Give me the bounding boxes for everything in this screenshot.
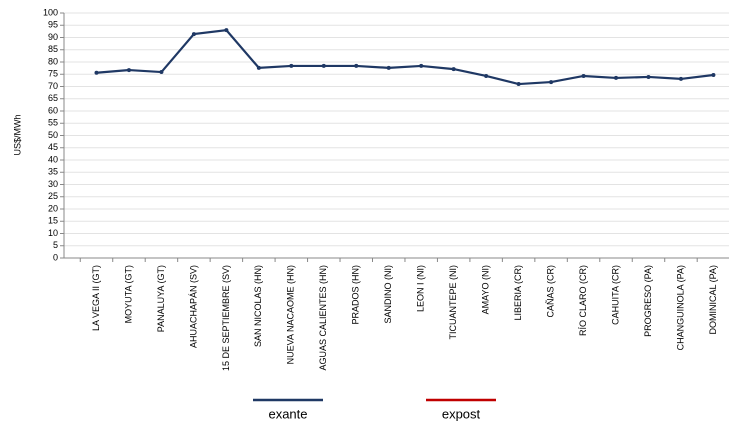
point <box>159 70 164 75</box>
point <box>614 75 619 80</box>
y-tick-label: 60 <box>48 105 58 115</box>
x-tick-label: AGUAS CALIENTES (HN) <box>318 265 328 371</box>
point <box>386 65 391 70</box>
y-tick-label: 75 <box>48 69 58 79</box>
x-tick-label: LIBERIA (CR) <box>513 265 523 321</box>
x-tick-label: RÍO CLARO (CR) <box>578 265 588 336</box>
point <box>516 82 521 87</box>
x-tick-label: PROGRESO (PA) <box>643 265 653 337</box>
y-tick-label: 20 <box>48 203 58 213</box>
x-tick-label: CHANGUINOLA (PA) <box>675 265 685 350</box>
point <box>94 70 99 75</box>
y-tick-label: 5 <box>53 240 58 250</box>
x-tick-label: CAÑAS (CR) <box>545 265 555 318</box>
point <box>191 32 196 37</box>
x-tick-label: LEON I (NI) <box>416 265 426 312</box>
y-tick-label: 30 <box>48 179 58 189</box>
x-tick-label: PANALUYA (GT) <box>156 265 166 332</box>
y-tick-label: 70 <box>48 81 58 91</box>
x-tick-label: AMAYO (NI) <box>481 265 491 314</box>
point <box>581 73 586 78</box>
x-tick-label: LA VEGA II (GT) <box>91 265 101 331</box>
x-tick-label: NUEVA NACAOME (HN) <box>286 265 296 364</box>
x-tick-label: MOYUTA (GT) <box>123 265 133 323</box>
legend-label: expost <box>442 406 481 421</box>
point <box>419 63 424 68</box>
x-tick-label: PRADOS (HN) <box>351 265 361 325</box>
y-tick-label: 95 <box>48 20 58 30</box>
point <box>354 63 359 68</box>
y-tick-label: 45 <box>48 142 58 152</box>
y-tick-label: 40 <box>48 154 58 164</box>
legend-label: exante <box>268 406 307 421</box>
y-tick-label: 25 <box>48 191 58 201</box>
y-tick-label: 85 <box>48 44 58 54</box>
y-tick-label: 10 <box>48 228 58 238</box>
y-tick-label: 80 <box>48 56 58 66</box>
point <box>678 76 683 81</box>
x-tick-label: SAN NICOLAS (HN) <box>253 265 263 347</box>
y-tick-label: 65 <box>48 93 58 103</box>
point <box>646 74 651 79</box>
x-tick-label: 15 DE SEPTIEMBRE (SV) <box>221 265 231 371</box>
y-tick-label: 15 <box>48 216 58 226</box>
x-tick-label: SANDINO (NI) <box>383 265 393 324</box>
y-tick-label: 50 <box>48 130 58 140</box>
point <box>224 28 229 33</box>
y-tick-label: 100 <box>43 7 58 17</box>
y-tick-label: 55 <box>48 118 58 128</box>
series-line <box>96 28 714 86</box>
point <box>126 68 131 73</box>
point <box>484 73 489 78</box>
point <box>711 72 716 77</box>
point <box>289 63 294 68</box>
x-tick-label: DOMINICAL (PA) <box>708 265 718 335</box>
x-tick-label: CAHUITA (CR) <box>610 265 620 325</box>
point <box>451 67 456 72</box>
y-axis-label: US$/MWh <box>12 114 22 155</box>
x-tick-label: AHUACHAPÁN (SV) <box>188 265 198 348</box>
point <box>321 63 326 68</box>
y-tick-label: 35 <box>48 167 58 177</box>
point <box>256 65 261 70</box>
y-tick-label: 0 <box>53 252 58 262</box>
x-tick-label: TICUANTEPE (NI) <box>448 265 458 340</box>
point <box>549 80 554 85</box>
y-tick-label: 90 <box>48 32 58 42</box>
